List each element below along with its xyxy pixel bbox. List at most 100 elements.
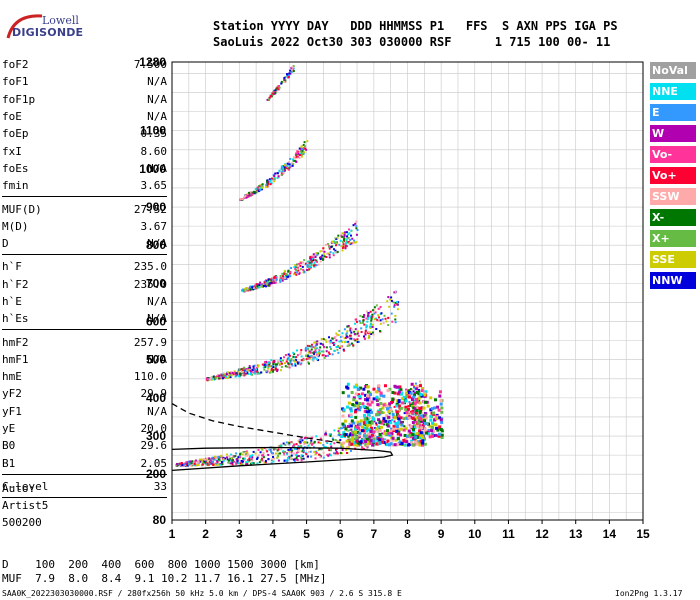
echo-point: [251, 373, 254, 376]
echo-point: [418, 443, 422, 447]
echo-point: [268, 98, 271, 101]
echo-point: [287, 75, 290, 78]
echo-point: [293, 452, 296, 455]
echo-point: [410, 398, 414, 402]
echo-point: [342, 348, 345, 351]
echo-point: [268, 96, 271, 99]
echo-point: [229, 376, 232, 379]
echo-point: [379, 393, 383, 397]
echo-point: [370, 333, 373, 336]
echo-point: [413, 386, 416, 389]
echo-point: [360, 425, 364, 429]
echo-point: [414, 411, 418, 415]
echo-point: [180, 464, 183, 467]
echo-point: [440, 406, 444, 410]
echo-point: [343, 235, 346, 238]
echo-point: [359, 419, 363, 423]
echo-point: [194, 460, 197, 463]
echo-point: [332, 254, 335, 257]
echo-point: [345, 239, 348, 242]
echo-point: [349, 407, 353, 411]
echo-point: [286, 459, 289, 462]
legend-item-vo-: Vo-: [650, 146, 696, 163]
echo-point: [391, 320, 394, 323]
echo-point: [355, 401, 359, 405]
echo-point: [407, 389, 411, 393]
echo-point: [414, 440, 418, 444]
echo-point: [411, 443, 415, 447]
echo-point: [420, 433, 424, 437]
echo-point: [287, 456, 290, 459]
echo-point: [271, 282, 274, 285]
echo-point: [212, 463, 215, 466]
echo-point: [364, 439, 368, 443]
echo-point: [292, 458, 295, 461]
echo-point: [347, 344, 350, 347]
echo-point: [241, 463, 244, 466]
echo-point: [307, 348, 310, 351]
echo-point: [222, 458, 225, 461]
echo-point: [325, 346, 328, 349]
echo-point: [417, 421, 421, 425]
echo-point: [292, 355, 295, 358]
echo-point: [411, 402, 414, 405]
echo-point: [219, 375, 222, 378]
echo-point: [388, 443, 392, 447]
echo-point: [208, 457, 211, 460]
echo-point: [239, 453, 242, 456]
echo-point: [387, 296, 390, 299]
echo-point: [349, 424, 353, 428]
echo-point: [395, 429, 399, 433]
echo-point: [245, 287, 248, 290]
echo-point: [376, 403, 380, 407]
echo-point: [349, 414, 353, 418]
echo-point: [367, 313, 370, 316]
echo-point: [313, 441, 316, 444]
echo-point: [349, 409, 353, 413]
echo-point: [289, 448, 292, 451]
echo-point: [404, 397, 407, 400]
echo-point: [250, 192, 253, 195]
echo-point: [282, 165, 285, 168]
echo-point: [260, 447, 263, 450]
echo-point: [302, 357, 305, 360]
echo-point: [395, 425, 399, 429]
echo-point: [346, 386, 350, 390]
echo-point: [282, 450, 285, 453]
echo-point: [266, 370, 269, 373]
echo-point: [386, 389, 390, 393]
echo-point: [371, 325, 374, 328]
echo-point: [245, 461, 248, 464]
echo-point: [307, 269, 310, 272]
echo-point: [299, 262, 302, 265]
echo-point: [275, 87, 278, 90]
echo-point: [387, 434, 390, 437]
echo-point: [244, 454, 247, 457]
echo-point: [241, 374, 244, 377]
echo-point: [200, 458, 203, 461]
echo-point: [398, 409, 401, 412]
echo-point: [365, 422, 368, 425]
echo-point: [300, 355, 303, 358]
echo-point: [356, 387, 360, 391]
echo-point: [356, 330, 359, 333]
echo-point: [210, 462, 213, 465]
echo-point: [272, 460, 275, 463]
model-curves: [171, 403, 394, 472]
echo-point: [352, 396, 356, 400]
echo-point: [334, 336, 337, 339]
param-name: yF2: [2, 387, 22, 401]
y-tick-label: 1100: [140, 124, 166, 138]
param-row-h-f: h`F 235.0: [2, 258, 167, 275]
echo-point: [374, 317, 377, 320]
echo-point: [303, 151, 306, 154]
echo-point: [284, 443, 287, 446]
echo-point: [236, 459, 239, 462]
echo-point: [413, 426, 417, 430]
echo-point: [323, 356, 326, 359]
echo-point: [408, 401, 411, 404]
echo-point: [356, 420, 360, 424]
echo-point: [354, 222, 357, 225]
echo-point: [276, 449, 279, 452]
echo-point: [420, 443, 424, 447]
